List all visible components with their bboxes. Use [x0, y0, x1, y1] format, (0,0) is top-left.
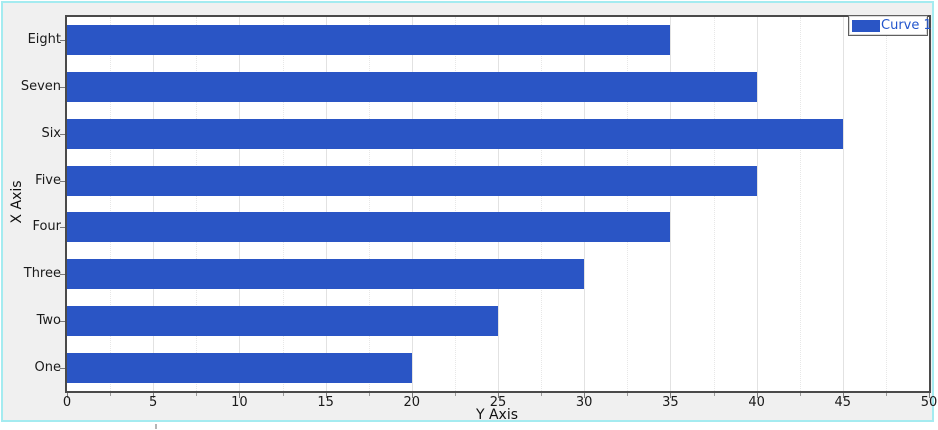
legend-entry-label: Curve 1: [881, 18, 932, 33]
gridline-major: [325, 17, 327, 391]
bar-six: [67, 118, 843, 149]
value-tick: [498, 393, 499, 398]
category-label: Eight: [27, 32, 61, 47]
gridline-major: [153, 17, 155, 391]
value-tick-label: 40: [748, 395, 765, 410]
value-tick-minor: [110, 393, 112, 396]
value-tick-minor: [368, 393, 370, 396]
value-tick-minor: [282, 393, 284, 396]
bar-one: [67, 352, 412, 383]
legend: Curve 1: [848, 15, 932, 36]
gridline-major: [498, 17, 499, 391]
category-tick: [60, 134, 65, 135]
category-label: Two: [36, 313, 61, 328]
category-tick: [60, 274, 65, 275]
bar-eight: [67, 25, 671, 56]
value-tick-minor: [541, 393, 543, 396]
value-tick: [584, 393, 586, 398]
category-label: Four: [32, 219, 61, 234]
value-tick: [842, 393, 844, 398]
gridline-major: [411, 17, 413, 391]
gridline-major: [670, 17, 672, 391]
gridline-major: [239, 17, 241, 391]
value-tick-label: 5: [149, 395, 158, 410]
category-tick: [60, 368, 65, 369]
category-tick: [60, 181, 65, 182]
value-tick: [670, 393, 672, 398]
chart-widget: X Axis Eight Seven Six Five Four Three Two One …: [1, 1, 937, 423]
category-tick: [60, 40, 65, 41]
value-tick-label: 10: [231, 395, 248, 410]
value-tick: [239, 393, 241, 398]
value-tick: [325, 393, 327, 398]
gridline-minor: [627, 17, 629, 391]
value-tick: [67, 393, 68, 398]
gridline-minor: [713, 17, 715, 391]
category-tick: [60, 321, 65, 322]
category-label: Five: [35, 173, 61, 188]
gridline-minor: [799, 17, 801, 391]
value-tick: [756, 393, 758, 398]
gridline-major: [842, 17, 844, 391]
category-label: Seven: [20, 79, 61, 94]
value-tick: [929, 393, 930, 398]
value-tick-label: 15: [317, 395, 334, 410]
value-axis-title: Y Axis: [475, 407, 519, 423]
value-tick-minor: [885, 393, 887, 396]
gridline-minor: [885, 17, 887, 391]
gridline-minor: [282, 17, 284, 391]
bar-two: [67, 305, 498, 336]
value-tick: [411, 393, 413, 398]
bar-three: [67, 259, 585, 290]
value-tick-label: 50: [920, 395, 938, 410]
gridline-minor: [454, 17, 456, 391]
divider-artifact: [155, 424, 157, 429]
gridline-major: [756, 17, 758, 391]
category-label: Three: [23, 266, 61, 281]
bar-five: [67, 165, 757, 196]
value-tick-label: 45: [834, 395, 852, 410]
value-tick-minor: [713, 393, 715, 396]
gridline-minor: [110, 17, 112, 391]
value-tick-minor: [799, 393, 801, 396]
gridline-minor: [541, 17, 543, 391]
value-tick-minor: [454, 393, 456, 396]
value-tick-minor: [196, 393, 198, 396]
value-tick-label: 20: [403, 395, 421, 410]
value-tick-label: 25: [489, 395, 507, 410]
plot-area: [65, 15, 931, 393]
category-label: One: [34, 360, 61, 375]
value-tick: [153, 393, 155, 398]
category-label: Six: [41, 126, 61, 141]
category-tick: [60, 87, 65, 88]
gridline-minor: [368, 17, 370, 391]
bar-seven: [67, 72, 757, 103]
value-tick-label: 35: [662, 395, 679, 410]
value-tick-label: 0: [62, 395, 72, 410]
gridline-major: [584, 17, 586, 391]
value-tick-label: 30: [575, 395, 593, 410]
bar-four: [67, 212, 671, 243]
category-tick: [60, 227, 65, 228]
gridline-minor: [196, 17, 198, 391]
legend-swatch-icon: [852, 19, 880, 32]
bottom-strip: [0, 423, 938, 430]
value-tick-minor: [627, 393, 629, 396]
